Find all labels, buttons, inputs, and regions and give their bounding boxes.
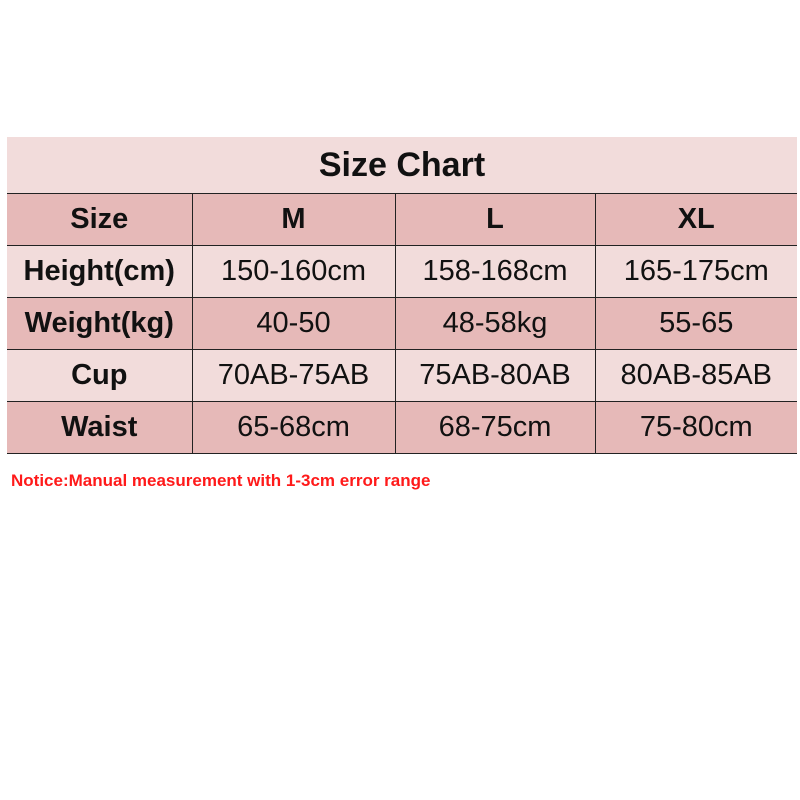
table-cell: 75-80cm (594, 401, 798, 454)
table-row: Weight(kg) 40-50 48-58kg 55-65 (7, 297, 798, 350)
table-cell: 80AB-85AB (594, 349, 798, 402)
row-label: Cup (7, 349, 193, 402)
header-cell: XL (594, 193, 798, 246)
table-cell: 68-75cm (394, 401, 596, 454)
size-chart: Size Chart Size M L XL Height(cm) 150-16… (7, 137, 798, 454)
row-label: Height(cm) (7, 245, 193, 298)
size-table: Size Chart Size M L XL Height(cm) 150-16… (7, 137, 798, 454)
table-cell: 48-58kg (394, 297, 596, 350)
table-cell: 165-175cm (594, 245, 798, 298)
table-cell: 70AB-75AB (191, 349, 396, 402)
header-cell: Size (7, 193, 193, 246)
header-cell: M (191, 193, 396, 246)
notice-text: Notice:Manual measurement with 1-3cm err… (11, 471, 431, 490)
table-row: Waist 65-68cm 68-75cm 75-80cm (7, 401, 798, 454)
table-cell: 75AB-80AB (394, 349, 596, 402)
header-row: Size M L XL (7, 193, 798, 246)
table-cell: 40-50 (191, 297, 396, 350)
table-cell: 150-160cm (191, 245, 396, 298)
table-cell: 158-168cm (394, 245, 596, 298)
table-row: Height(cm) 150-160cm 158-168cm 165-175cm (7, 245, 798, 298)
table-cell: 55-65 (594, 297, 798, 350)
table-row: Cup 70AB-75AB 75AB-80AB 80AB-85AB (7, 349, 798, 402)
header-cell: L (394, 193, 596, 246)
row-label: Waist (7, 401, 193, 454)
row-label: Weight(kg) (7, 297, 193, 350)
table-cell: 65-68cm (191, 401, 396, 454)
table-title: Size Chart (7, 137, 798, 194)
